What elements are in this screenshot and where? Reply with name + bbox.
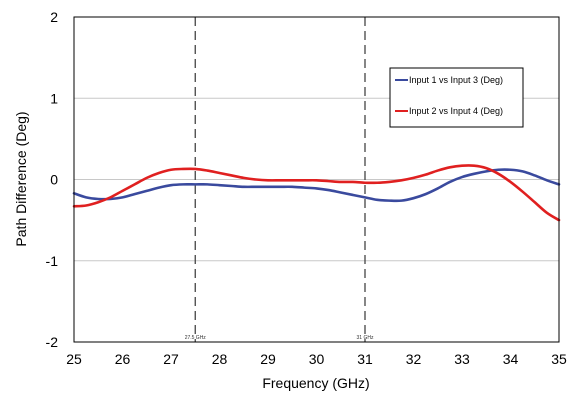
x-tick-label: 30 xyxy=(309,351,325,367)
y-axis-label: Path Difference (Deg) xyxy=(13,111,29,246)
x-tick-label: 27 xyxy=(163,351,179,367)
plot-frame xyxy=(73,16,560,343)
frequency-markers: 27.5 GHz 31 GHz xyxy=(185,17,374,342)
tick-labels: 2 1 0 -1 -2 25 26 27 28 29 30 31 32 33 34 35 xyxy=(46,9,567,367)
x-tick-label: 29 xyxy=(260,351,276,367)
y-tick-label: -1 xyxy=(46,253,59,269)
y-tick-label: 2 xyxy=(50,9,58,25)
y-tick-label: 1 xyxy=(50,90,58,106)
x-tick-label: 28 xyxy=(212,351,228,367)
y-tick-label: 0 xyxy=(50,172,58,188)
x-tick-label: 32 xyxy=(406,351,422,367)
frequency-marker-label: 31 GHz xyxy=(357,335,374,341)
x-tick-label: 31 xyxy=(357,351,373,367)
x-tick-label: 35 xyxy=(551,351,567,367)
x-tick-label: 25 xyxy=(66,351,82,367)
legend: Input 1 vs Input 3 (Deg) Input 2 vs Inpu… xyxy=(389,67,524,128)
x-axis-label: Frequency (GHz) xyxy=(262,375,369,391)
x-tick-label: 26 xyxy=(115,351,131,367)
legend-box xyxy=(389,67,524,128)
series-line-2 xyxy=(72,164,561,222)
series-lines xyxy=(72,164,561,222)
legend-label-series-1: Input 1 vs Input 3 (Deg) xyxy=(409,75,503,85)
series-line-1 xyxy=(72,168,561,203)
y-tick-label: -2 xyxy=(46,334,59,350)
x-tick-label: 34 xyxy=(503,351,519,367)
frequency-marker-label: 27.5 GHz xyxy=(185,335,207,341)
legend-label-series-2: Input 2 vs Input 4 (Deg) xyxy=(409,106,503,116)
x-tick-label: 33 xyxy=(454,351,470,367)
